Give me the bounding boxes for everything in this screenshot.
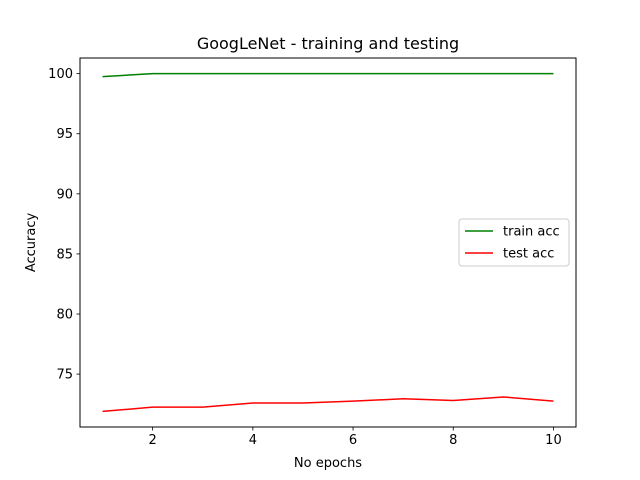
legend-label: train acc [503, 225, 560, 240]
y-tick-label: 75 [56, 368, 73, 383]
y-axis-label: Accuracy [24, 213, 39, 273]
y-tick-label: 90 [56, 187, 73, 202]
x-tick-label: 4 [249, 433, 257, 448]
x-tick-label: 10 [545, 433, 562, 448]
y-tick-label: 80 [56, 308, 73, 323]
x-tick-label: 6 [349, 433, 357, 448]
x-tick-label: 8 [449, 433, 457, 448]
series-line-train-acc [102, 72, 554, 78]
series-line-test-acc [102, 396, 554, 413]
legend: train acc test acc [458, 218, 570, 267]
x-axis-label: No epochs [294, 456, 362, 471]
y-tick-label: 100 [48, 67, 73, 82]
x-tick-label: 2 [149, 433, 157, 448]
x-axis: 2 4 6 8 10 [149, 427, 562, 448]
y-tick-label: 95 [56, 127, 73, 142]
y-tick-label: 85 [56, 247, 73, 262]
series-layer [102, 72, 554, 413]
plot-frame [79, 57, 577, 428]
legend-label: test acc [503, 247, 554, 262]
y-axis: 75 80 85 90 95 100 [48, 67, 80, 383]
chart-title: GoogLeNet - training and testing [197, 34, 459, 53]
